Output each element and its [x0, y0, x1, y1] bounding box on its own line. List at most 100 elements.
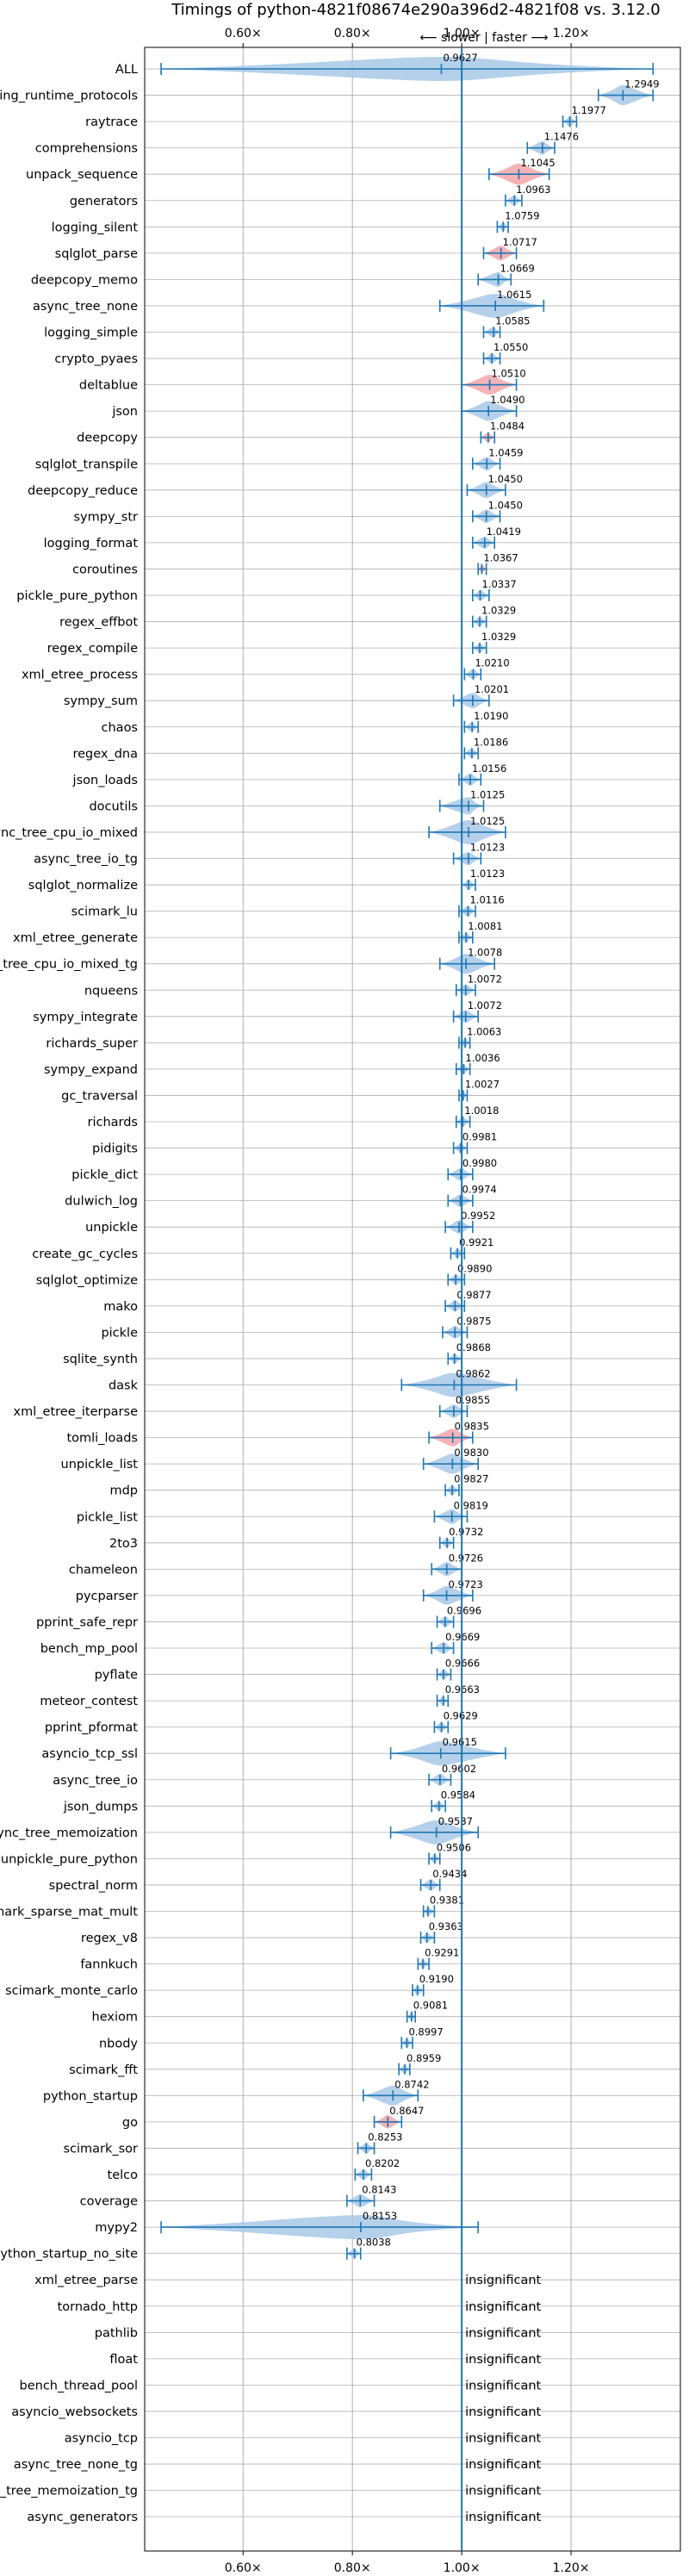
benchmark-label: json_loads: [72, 774, 138, 787]
value-label: 1.0459: [488, 446, 523, 458]
value-label: 1.0210: [475, 657, 509, 669]
value-label: 0.9081: [413, 2000, 448, 2012]
violin-async-tree-none: [438, 293, 545, 318]
violin-asyncio-tcp-ssl: [389, 1741, 506, 1766]
value-label: 1.0078: [468, 947, 502, 959]
insignificant-label: insignificant: [465, 2485, 541, 2498]
value-label: 0.9855: [456, 1394, 490, 1406]
value-label: 1.0329: [481, 631, 516, 643]
value-label: 1.0072: [468, 973, 502, 985]
benchmark-label: coroutines: [72, 563, 138, 576]
violin-bench-mp-pool: [431, 1641, 455, 1655]
violin-sqlglot-transpile: [472, 457, 501, 471]
violin-dask: [400, 1372, 518, 1397]
benchmark-label: mdp: [109, 1484, 138, 1498]
benchmark-label: pyflate: [95, 1669, 138, 1683]
benchmark-label: dulwich_log: [65, 1195, 138, 1209]
insignificant-label: insignificant: [465, 2379, 541, 2392]
value-label: 1.0759: [505, 209, 539, 221]
violin-pycparser: [422, 1586, 474, 1605]
violin-xml-etree-iterparse: [438, 1404, 469, 1418]
value-label: 0.9726: [449, 1552, 483, 1564]
benchmark-label: xml_etree_generate: [13, 931, 138, 945]
violin-richards: [455, 1116, 471, 1128]
value-label: 1.0190: [474, 710, 508, 722]
plot-frame: [144, 47, 681, 2552]
violin-fannkuch: [417, 1957, 430, 1970]
insignificant-label: insignificant: [465, 2458, 541, 2472]
value-label: 0.9584: [441, 1789, 475, 1801]
violin-scimark-monte-carlo: [412, 1984, 425, 1997]
benchmark-label: asyncio_websockets: [11, 2405, 138, 2419]
violin-sqlglot-normalize: [461, 879, 476, 892]
benchmark-label: go: [122, 2116, 138, 2130]
benchmark-label: xml_etree_parse: [34, 2274, 138, 2287]
value-label: 0.9602: [442, 1763, 476, 1775]
benchmark-label: xml_etree_iterparse: [14, 1405, 139, 1419]
value-label: 1.1045: [520, 157, 555, 169]
value-label: 1.0027: [465, 1078, 500, 1090]
value-label: 1.0329: [481, 605, 516, 617]
x-tick-label-top: 0.80×: [334, 27, 371, 40]
value-label: 1.0450: [488, 499, 523, 511]
value-label: 1.0490: [490, 394, 525, 406]
value-label: 1.0036: [465, 1052, 500, 1064]
benchmark-label: logging_simple: [44, 327, 138, 340]
value-label: 1.0123: [470, 842, 505, 854]
benchmark-label: pprint_safe_repr: [36, 1615, 138, 1629]
violin-scimark-fft: [398, 2063, 411, 2075]
violin-mako: [444, 1299, 466, 1312]
benchmark-label: tomli_loads: [66, 1432, 138, 1446]
violin-pprint-pformat: [433, 1720, 450, 1733]
benchmark-label: sqlglot_parse: [55, 247, 138, 261]
violin-generators: [505, 194, 523, 207]
violin-unpack-sequence: [488, 163, 550, 185]
violin-ALL: [160, 57, 655, 81]
value-label: 0.8959: [407, 2052, 441, 2064]
benchmark-label: mypy2: [95, 2221, 138, 2235]
violin-pidigits: [452, 1142, 469, 1154]
value-label: 1.0081: [468, 920, 502, 932]
benchmark-label: deepcopy_memo: [31, 273, 138, 287]
value-label: 0.8997: [408, 2025, 443, 2038]
benchmark-label: async_tree_memoization_tg: [0, 2485, 138, 2498]
violin-coverage: [346, 2193, 376, 2208]
benchmark-label: unpickle_pure_python: [1, 1852, 138, 1866]
violin-tomli-loads: [428, 1428, 474, 1447]
violin-regex-dna: [463, 747, 479, 760]
violin-richards-super: [458, 1036, 471, 1049]
x-tick-label-top: 0.60×: [225, 27, 262, 40]
benchmark-label: ALL: [115, 63, 138, 77]
benchmark-label: xml_etree_process: [22, 669, 138, 682]
benchmark-label: asyncio_tcp: [65, 2432, 138, 2446]
benchmark-label: raytrace: [85, 115, 138, 129]
benchmark-label: async_tree_cpu_io_mixed_tg: [0, 958, 138, 972]
benchmark-label: asyncio_tcp_ssl: [41, 1747, 138, 1761]
violin-async-tree-cpu-io-mixed-tg: [438, 954, 496, 974]
violin-nqueens: [455, 984, 476, 997]
value-label: 0.9537: [438, 1815, 473, 1827]
value-label: 1.0018: [464, 1104, 499, 1117]
benchmark-label: async_tree_io_tg: [34, 853, 138, 867]
value-label: 0.9732: [449, 1526, 483, 1538]
value-label: 0.9696: [447, 1604, 481, 1616]
benchmark-label: generators: [70, 195, 138, 208]
value-label: 1.0669: [500, 262, 535, 274]
value-label: 0.9877: [456, 1289, 491, 1301]
violin-typing-runtime-protocols: [597, 84, 655, 106]
x-tick-label-top: 1.20×: [553, 27, 590, 40]
violin-mdp: [444, 1484, 460, 1496]
benchmark-label: gc_traversal: [61, 1089, 138, 1103]
benchmark-label: json_dumps: [63, 1800, 138, 1814]
violin-go: [373, 2115, 403, 2129]
benchmark-label: spectral_norm: [49, 1879, 138, 1893]
benchmark-label: mako: [103, 1300, 138, 1314]
value-label: 0.9506: [437, 1841, 471, 1853]
value-label: 0.9381: [430, 1895, 464, 1907]
violin-comprehensions: [526, 140, 556, 155]
violin-unpickle-pure-python: [428, 1852, 441, 1865]
value-label: 0.9835: [455, 1421, 489, 1433]
insignificant-label: insignificant: [465, 2405, 541, 2419]
benchmark-label: pickle_list: [77, 1510, 138, 1524]
